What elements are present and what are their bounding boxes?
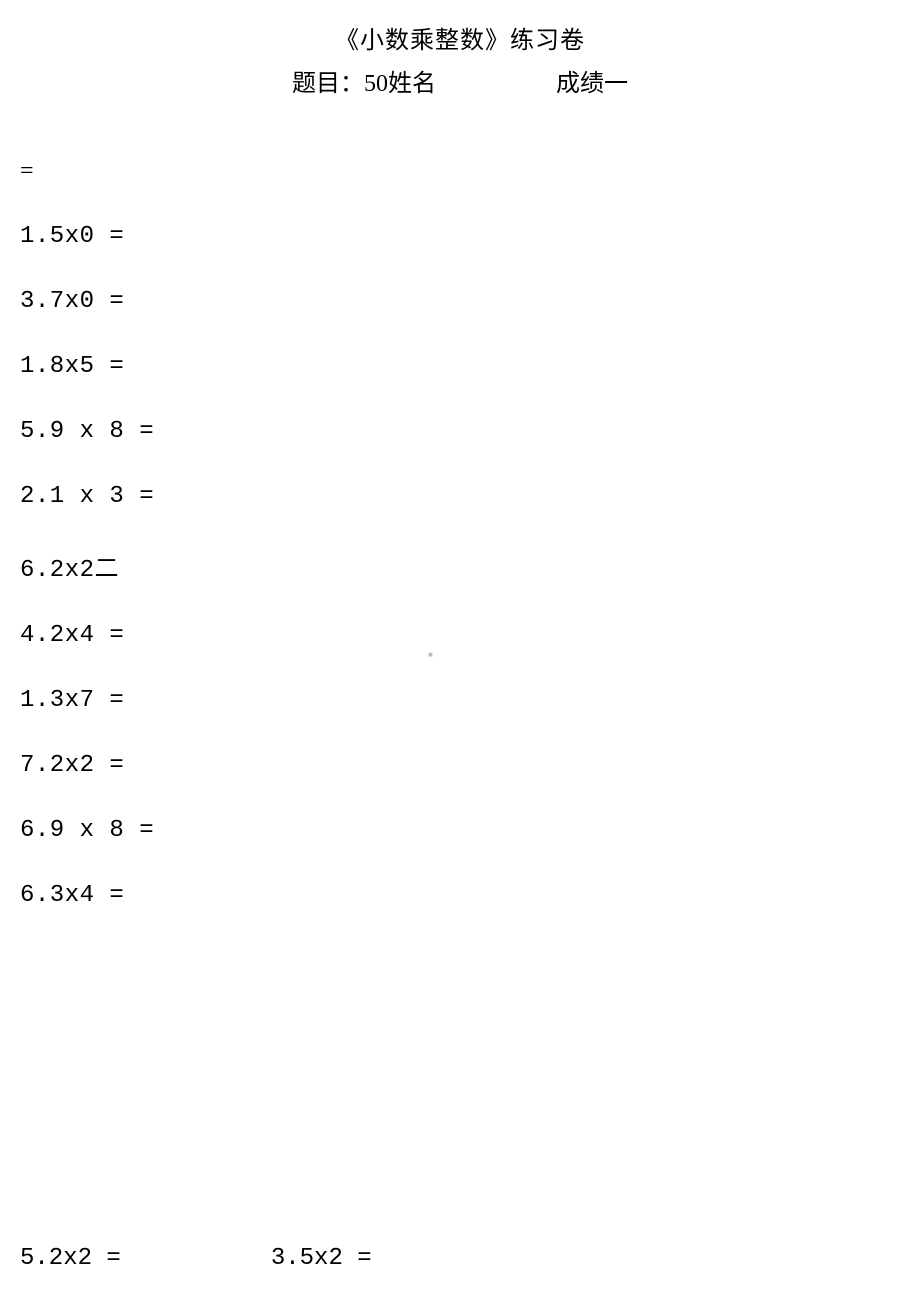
watermark: ■: [428, 650, 433, 659]
problem-row: 2.1 x 3 =: [20, 483, 920, 510]
problem-row: 1.8x5 =: [20, 353, 920, 380]
sub-right: 成绩一: [556, 63, 628, 98]
problem-row: 1.5x0 =: [20, 223, 920, 250]
problem-row: 4.2x4 =: [20, 622, 920, 649]
subheader: 题目：50姓名 成绩一: [0, 63, 920, 98]
problem-row: 3.7x0 =: [20, 288, 920, 315]
problem-row: 6.2x2二: [20, 548, 920, 584]
bottom-right: 3.5x2 =: [271, 1245, 372, 1272]
bottom-left: 5.2x2 =: [20, 1245, 121, 1272]
problem-row: 1.3x7 =: [20, 687, 920, 714]
page-title: 《小数乘整数》练习卷: [0, 20, 920, 55]
problem-row: 6.3x4 =: [20, 882, 920, 909]
problem-row: 5.9 x 8 =: [20, 418, 920, 445]
eq-sign: =: [20, 158, 920, 185]
problem-row: 6.9 x 8 =: [20, 817, 920, 844]
bottom-row: 5.2x2 = 3.5x2 =: [20, 1245, 372, 1272]
sub-left: 题目：50姓名: [292, 63, 436, 98]
content: = 1.5x0 = 3.7x0 = 1.8x5 = 5.9 x 8 = 2.1 …: [0, 98, 920, 909]
header: 《小数乘整数》练习卷 题目：50姓名 成绩一: [0, 0, 920, 98]
problem-row: 7.2x2 =: [20, 752, 920, 779]
